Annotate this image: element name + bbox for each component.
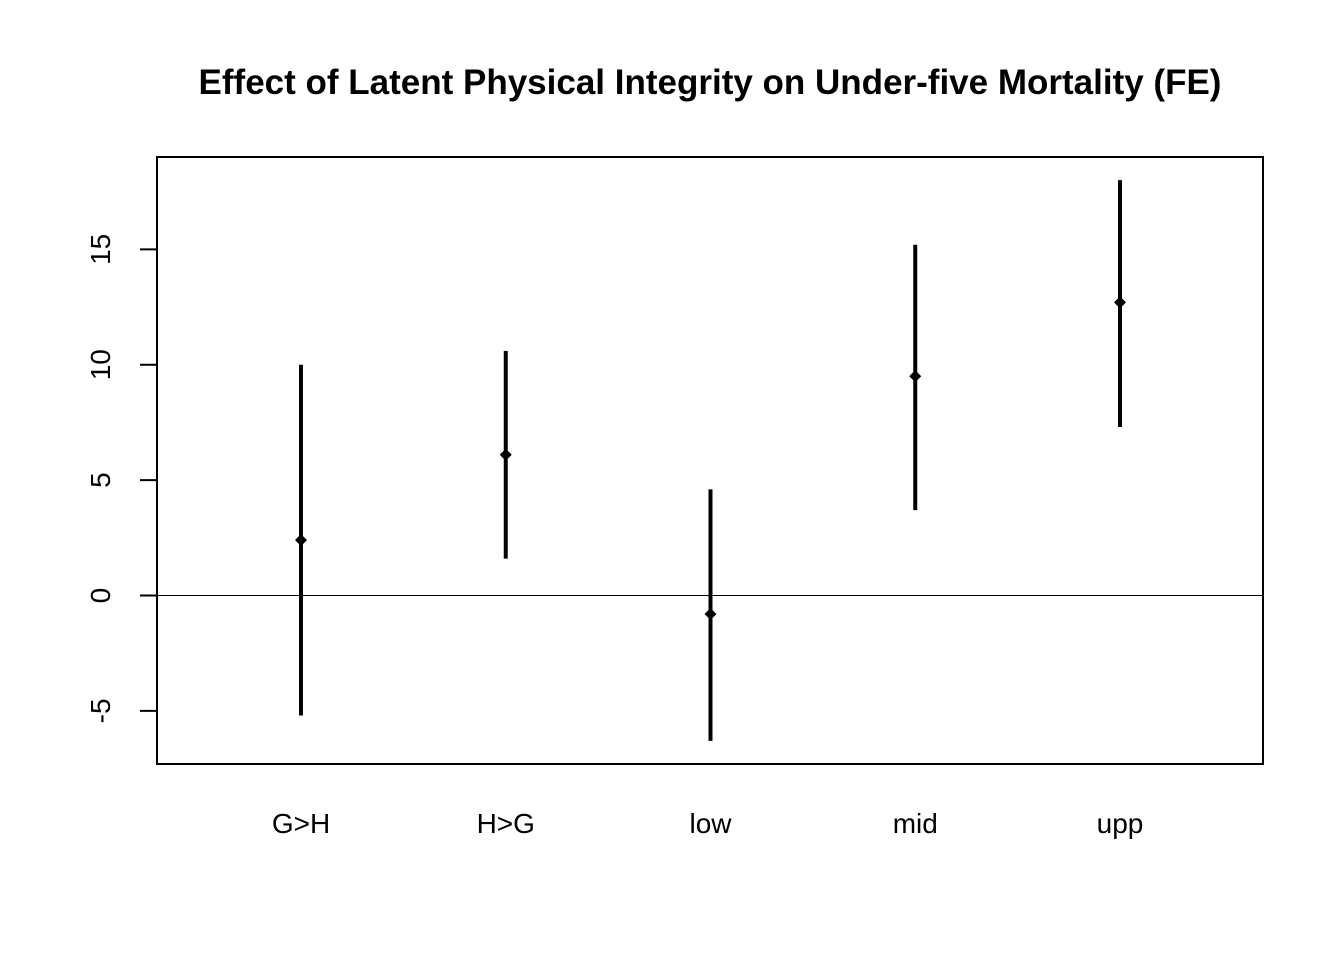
point-estimate-marker	[1114, 296, 1126, 309]
x-tick-label: mid	[893, 808, 938, 839]
point-estimate-marker	[499, 448, 512, 461]
y-tick-label: 10	[85, 349, 116, 380]
y-tick-label: 15	[85, 234, 116, 265]
plot-frame	[156, 156, 1264, 765]
point-estimate-marker	[295, 534, 307, 547]
y-tick-label: 5	[85, 472, 116, 488]
x-tick-label: H>G	[477, 808, 535, 839]
estimate-series	[295, 180, 1126, 741]
chart-title: Effect of Latent Physical Integrity on U…	[199, 63, 1222, 102]
x-tick-label: low	[689, 808, 732, 839]
y-tick-label: -5	[85, 698, 116, 723]
y-axis: -5 0 5 10 15	[85, 234, 157, 723]
y-tick-label: 0	[85, 588, 116, 604]
x-axis: G>H H>G low mid upp	[272, 808, 1144, 839]
point-estimate-marker	[704, 607, 717, 620]
x-tick-label: G>H	[272, 808, 330, 839]
x-tick-label: upp	[1097, 808, 1144, 839]
point-estimate-marker	[909, 370, 922, 383]
